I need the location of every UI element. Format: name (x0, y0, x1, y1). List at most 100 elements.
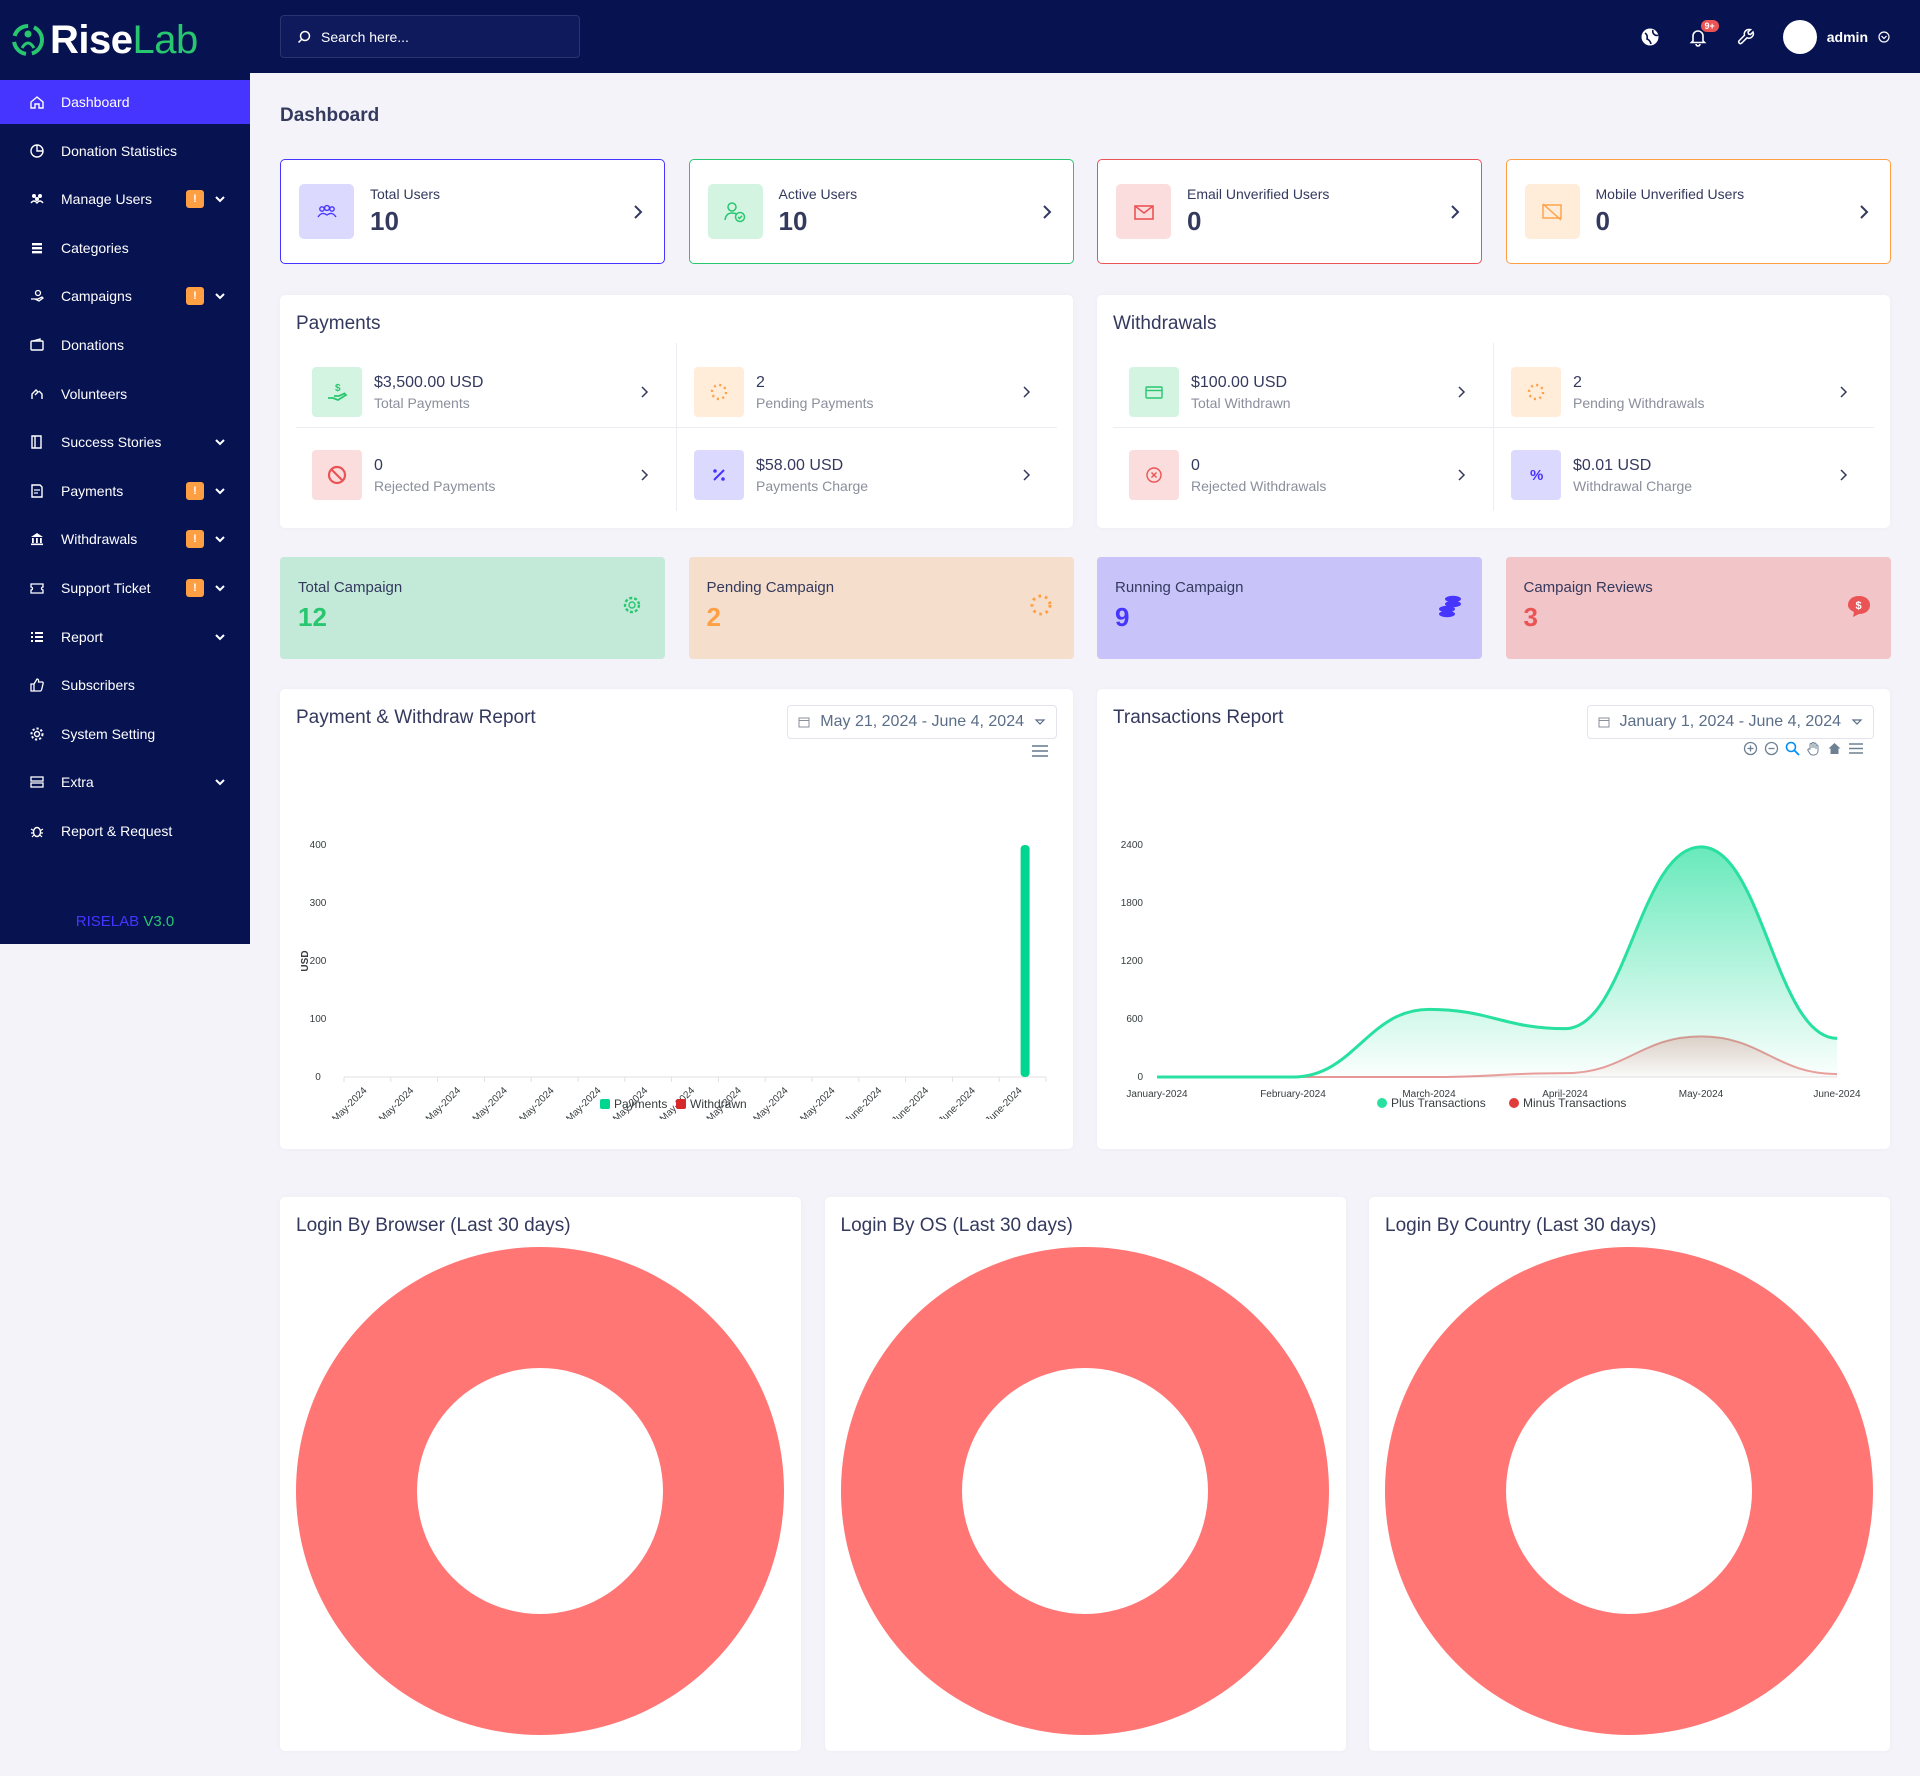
home-reset-icon[interactable] (1827, 741, 1842, 756)
campaign-card-pending-campaign[interactable]: Pending Campaign 2 (688, 557, 1074, 659)
username: admin (1826, 28, 1868, 45)
payments-stat-payments-charge[interactable]: $58.00 USD Payments Charge (678, 442, 1058, 508)
campaign-card-campaign-reviews[interactable]: Campaign Reviews 3 $ (1505, 557, 1891, 659)
chevron-right-icon[interactable] (1039, 204, 1055, 220)
sidebar-item-system-setting[interactable]: System Setting (0, 712, 250, 756)
legend-label[interactable]: Minus Transactions (1523, 1096, 1626, 1110)
notification-badge: 9+ (1700, 19, 1719, 32)
sidebar-item-payments[interactable]: Payments! (0, 469, 250, 513)
chevron-down-icon[interactable] (214, 193, 226, 205)
line-plus-transactions[interactable] (1157, 845, 1838, 1079)
stat-value: $100.00 USD (1191, 373, 1288, 391)
chevron-right-icon[interactable] (1455, 385, 1469, 399)
payments-stat-rejected-payments[interactable]: 0 Rejected Payments (296, 442, 676, 508)
withdrawals-stat-pending-withdrawals[interactable]: 2 Pending Withdrawals (1495, 359, 1875, 425)
warning-badge: ! (186, 530, 204, 549)
y-tick-label: 400 (310, 840, 327, 851)
sidebar-item-report-request[interactable]: Report & Request (0, 809, 250, 853)
withdrawals-stat-withdrawal-charge[interactable]: % $0.01 USD Withdrawal Charge (1495, 442, 1875, 508)
chevron-down-icon[interactable] (214, 533, 226, 545)
legend-label[interactable]: Plus Transactions (1391, 1096, 1486, 1110)
chevron-right-icon[interactable] (1837, 468, 1851, 482)
campaign-card-total-campaign[interactable]: Total Campaign 12 (280, 557, 665, 659)
chevron-right-icon[interactable] (1837, 385, 1851, 399)
sidebar-item-categories[interactable]: Categories (0, 226, 250, 270)
chevron-down-icon[interactable] (214, 290, 226, 302)
sidebar-item-volunteers[interactable]: Volunteers (0, 372, 250, 416)
zoom-out-icon[interactable] (1764, 741, 1779, 756)
stat-label: Rejected Payments (374, 477, 496, 494)
sidebar-item-label: Report (61, 628, 104, 645)
sidebar-item-donations[interactable]: Donations (0, 323, 250, 367)
sidebar-item-label: Extra (61, 774, 94, 791)
sidebar-item-dashboard[interactable]: Dashboard (0, 80, 250, 124)
sidebar-item-campaigns[interactable]: Campaigns! (0, 274, 250, 318)
sidebar-item-withdrawals[interactable]: Withdrawals! (0, 517, 250, 561)
donut-slice[interactable] (1384, 1247, 1873, 1735)
sidebar-item-label: Success Stories (61, 434, 162, 451)
chevron-right-icon[interactable] (638, 385, 652, 399)
legend-label[interactable]: Payments (614, 1097, 667, 1111)
widget-email-unverified-users[interactable]: Email Unverified Users 0 (1097, 159, 1482, 264)
zoom-in-icon[interactable] (1743, 741, 1758, 756)
login-chart-title: Login By Browser (Last 30 days) (296, 1215, 571, 1236)
stat-value: 2 (1573, 373, 1582, 391)
chevron-down-icon[interactable] (214, 582, 226, 594)
wrench-icon[interactable] (1735, 26, 1757, 48)
percent-icon: % (1511, 450, 1561, 500)
zoom-select-icon[interactable] (1785, 741, 1800, 756)
bell-icon[interactable]: 9+ (1687, 19, 1719, 48)
sidebar-item-label: System Setting (61, 725, 156, 742)
chevron-right-icon[interactable] (630, 204, 646, 220)
chevron-right-icon[interactable] (1856, 204, 1872, 220)
payments-stat-total-payments[interactable]: $ $3,500.00 USD Total Payments (296, 359, 676, 425)
warning-badge: ! (186, 481, 204, 500)
widget-total-users[interactable]: Total Users 10 (280, 159, 665, 264)
chevron-right-icon[interactable] (1020, 385, 1034, 399)
sidebar-item-subscribers[interactable]: Subscribers (0, 663, 250, 707)
search-input[interactable]: Search here... (280, 15, 580, 58)
chevron-down-icon[interactable] (214, 631, 226, 643)
sidebar-item-extra[interactable]: Extra (0, 760, 250, 804)
widget-label: Total Users (370, 186, 441, 202)
widget-value: 0 (1187, 206, 1202, 236)
sidebar-item-manage-users[interactable]: Manage Users! (0, 177, 250, 221)
sidebar-item-report[interactable]: Report (0, 615, 250, 659)
stat-value: $58.00 USD (756, 456, 844, 474)
donut-slice[interactable] (840, 1247, 1329, 1735)
chart-menu-icon[interactable] (1031, 744, 1049, 758)
bar-payments[interactable] (1020, 845, 1030, 1077)
payments-stat-pending-payments[interactable]: 2 Pending Payments (678, 359, 1058, 425)
brand-logo[interactable]: RiseLab (0, 0, 250, 80)
chevron-right-icon[interactable] (1455, 468, 1469, 482)
x-tick-label: 24-May-2024 (460, 1085, 510, 1119)
pan-hand-icon[interactable] (1806, 741, 1821, 756)
x-tick-label: May-2024 (1679, 1089, 1724, 1100)
pw-date-range-picker[interactable]: May 21, 2024 - June 4, 2024 (787, 705, 1057, 739)
users-group-icon (299, 184, 354, 239)
sidebar-item-label: Withdrawals (61, 531, 138, 548)
chevron-down-icon[interactable] (214, 776, 226, 788)
sidebar-item-donation-statistics[interactable]: Donation Statistics (0, 129, 250, 173)
donut-slice[interactable] (295, 1247, 784, 1735)
tx-date-range-picker[interactable]: January 1, 2024 - June 4, 2024 (1586, 705, 1874, 739)
y-axis-label: USD (300, 950, 311, 971)
chevron-right-icon[interactable] (1020, 468, 1034, 482)
chart-menu-icon[interactable] (1848, 741, 1864, 756)
widget-mobile-unverified-users[interactable]: Mobile Unverified Users 0 (1505, 159, 1891, 264)
withdrawals-stat-total-withdrawn[interactable]: $100.00 USD Total Withdrawn (1113, 359, 1493, 425)
chevron-right-icon[interactable] (638, 468, 652, 482)
chevron-down-icon[interactable] (214, 485, 226, 497)
legend-label[interactable]: Withdrawn (690, 1097, 747, 1111)
widget-active-users[interactable]: Active Users 10 (688, 159, 1074, 264)
chevron-down-icon[interactable] (214, 436, 226, 448)
withdrawals-stat-rejected-withdrawals[interactable]: 0 Rejected Withdrawals (1113, 442, 1493, 508)
sidebar-item-success-stories[interactable]: Success Stories (0, 420, 250, 464)
user-menu[interactable]: admin (1782, 19, 1890, 54)
ticket-icon (28, 579, 46, 597)
x-tick-label: 02-June-2024 (880, 1085, 932, 1119)
globe-icon[interactable] (1639, 26, 1661, 48)
chevron-right-icon[interactable] (1447, 204, 1463, 220)
sidebar-item-support-ticket[interactable]: Support Ticket! (0, 566, 250, 610)
campaign-card-running-campaign[interactable]: Running Campaign 9 (1097, 557, 1482, 659)
